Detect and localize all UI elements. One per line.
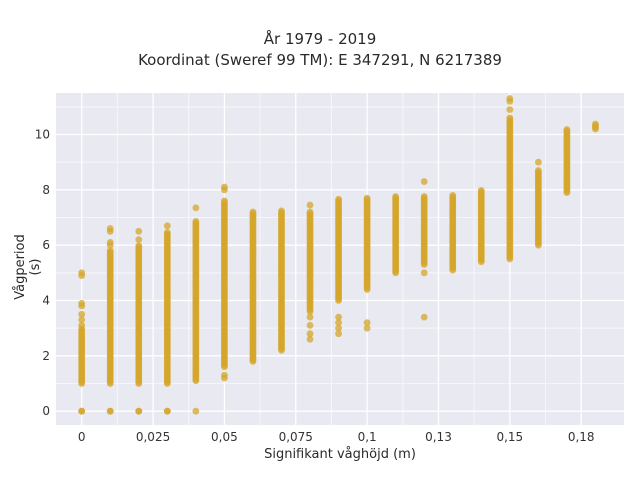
data-point — [106, 407, 114, 415]
data-column — [420, 178, 428, 321]
data-point — [221, 197, 228, 205]
data-point — [506, 95, 514, 102]
data-column — [506, 95, 514, 263]
y-tick-label: 8 — [42, 183, 50, 197]
data-column — [363, 194, 371, 332]
data-column — [78, 269, 86, 415]
data-column — [192, 204, 200, 415]
data-point — [135, 236, 143, 244]
data-point — [78, 322, 86, 329]
data-point — [106, 247, 114, 255]
data-point — [534, 158, 542, 166]
data-point — [335, 319, 342, 327]
data-point — [392, 193, 400, 200]
data-point — [506, 106, 514, 113]
x-tick-label: 0,1 — [358, 430, 377, 444]
data-point — [420, 178, 428, 185]
data-column — [534, 158, 542, 249]
data-point — [335, 195, 342, 203]
data-point — [420, 313, 428, 321]
data-column — [249, 208, 257, 365]
x-tick-label: 0,18 — [568, 430, 595, 444]
data-point — [420, 269, 428, 277]
data-point — [192, 204, 200, 212]
data-point — [135, 227, 143, 235]
data-column — [592, 120, 599, 133]
chart-title: År 1979 - 2019 — [263, 30, 377, 48]
data-point — [363, 324, 371, 332]
y-axis-title: Vågperiod (s) — [13, 234, 43, 300]
y-tick-label: 2 — [42, 349, 50, 363]
data-column — [221, 183, 228, 382]
data-point — [78, 269, 86, 277]
data-column — [306, 201, 314, 343]
data-point — [363, 194, 371, 202]
y-tick-label: 6 — [42, 238, 50, 252]
data-point — [135, 407, 143, 415]
data-point — [335, 313, 342, 321]
data-point — [78, 310, 86, 318]
data-point — [335, 330, 342, 338]
x-tick-label: 0,15 — [496, 430, 523, 444]
data-point — [477, 186, 485, 194]
data-point — [592, 120, 599, 128]
data-point — [249, 208, 257, 216]
data-column — [278, 207, 285, 354]
data-point — [506, 114, 514, 122]
x-tick-label: 0 — [78, 430, 86, 444]
data-point — [306, 313, 314, 321]
data-column — [106, 225, 114, 415]
x-tick-label: 0,05 — [211, 430, 238, 444]
data-point — [135, 242, 143, 250]
data-point — [420, 193, 428, 200]
data-point — [335, 324, 342, 332]
data-point — [278, 207, 285, 215]
data-point — [163, 222, 171, 230]
data-column — [135, 227, 143, 415]
data-column — [563, 126, 571, 197]
data-column — [335, 195, 342, 338]
data-column — [477, 186, 485, 266]
data-point — [163, 229, 171, 236]
data-point — [449, 191, 457, 199]
data-point — [306, 335, 314, 343]
x-tick-label: 0,025 — [136, 430, 170, 444]
data-point — [363, 319, 371, 327]
data-point — [306, 201, 314, 209]
data-column — [449, 191, 457, 274]
chart-subtitle: Koordinat (Sweref 99 TM): E 347291, N 62… — [138, 51, 502, 69]
y-tick-label: 0 — [42, 404, 50, 418]
data-column — [163, 222, 171, 415]
x-tick-label: 0,13 — [425, 430, 452, 444]
data-point — [221, 183, 228, 191]
data-point — [563, 126, 571, 133]
data-point — [78, 316, 86, 324]
data-point — [192, 407, 200, 415]
data-point — [106, 225, 114, 232]
data-point — [306, 208, 314, 216]
data-point — [78, 407, 86, 415]
data-point — [306, 322, 314, 329]
y-tick-label: 4 — [42, 294, 50, 308]
data-point — [534, 167, 542, 174]
data-column — [392, 193, 400, 277]
x-axis-title: Signifikant våghöjd (m) — [264, 447, 416, 462]
data-point — [192, 217, 200, 225]
y-tick-label: 10 — [35, 128, 50, 142]
x-tick-label: 0,075 — [279, 430, 313, 444]
data-point — [306, 330, 314, 338]
data-point — [163, 407, 171, 415]
data-point — [106, 239, 114, 246]
data-point — [221, 371, 228, 379]
data-point — [78, 299, 86, 307]
